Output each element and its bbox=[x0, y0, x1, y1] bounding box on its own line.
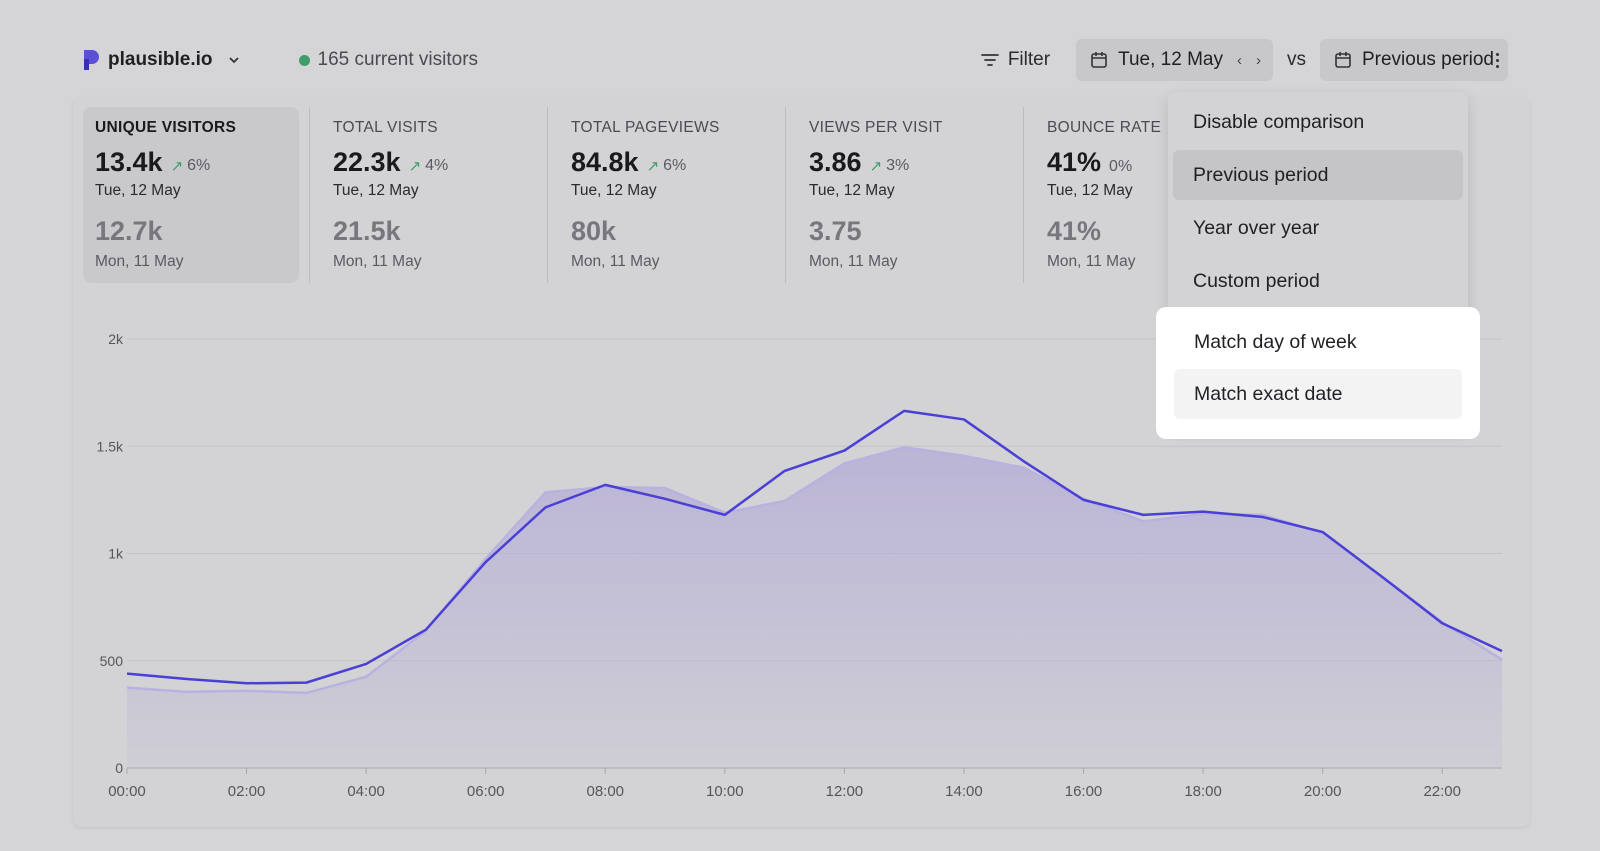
site-switcher[interactable]: plausible.io bbox=[82, 48, 241, 72]
menu-item-match-day-of-week[interactable]: Match day of week bbox=[1194, 330, 1357, 353]
live-dot-icon bbox=[298, 54, 310, 66]
stat-unique-visitors[interactable]: UNIQUE VISITORS 13.4k ↗ 6% Tue, 12 May 12.… bbox=[83, 107, 299, 283]
stat-title: TOTAL PAGEVIEWS bbox=[571, 119, 720, 136]
stat-value: 3.86 bbox=[809, 147, 862, 177]
menu-item-custom-period[interactable]: Custom period bbox=[1193, 269, 1320, 292]
stat-bounce-rate[interactable]: BOUNCE RATE 41% 0% Tue, 12 May 41% Mon, 1… bbox=[1023, 107, 1251, 283]
stats-row: UNIQUE VISITORS 13.4k ↗ 6% Tue, 12 May 12.… bbox=[83, 107, 1273, 283]
match-options-panel: Match day of week Match exact date bbox=[1156, 307, 1480, 439]
stat-change: ↗ 3% bbox=[870, 157, 910, 175]
stat-prev-value: 12.7k bbox=[95, 216, 163, 246]
stat-date: Tue, 12 May bbox=[333, 182, 419, 199]
calendar-icon bbox=[1335, 52, 1351, 68]
calendar-icon bbox=[1091, 52, 1107, 68]
stat-change-value: 6% bbox=[663, 157, 687, 174]
menu-item-previous-period[interactable]: Previous period bbox=[1173, 150, 1463, 200]
stat-change-value: 4% bbox=[425, 157, 449, 174]
menu-item-match-exact-date[interactable]: Match exact date bbox=[1174, 369, 1462, 419]
stat-value: 13.4k bbox=[95, 147, 163, 177]
arrow-up-right-icon: ↗ bbox=[869, 158, 883, 175]
stat-total-pageviews[interactable]: TOTAL PAGEVIEWS 84.8k ↗ 6% Tue, 12 May 80k… bbox=[547, 107, 775, 283]
date-picker-button[interactable]: Tue, 12 May ‹ › bbox=[1076, 39, 1273, 81]
stat-prev-date: Mon, 11 May bbox=[333, 253, 422, 270]
menu-item-disable-comparison[interactable]: Disable comparison bbox=[1193, 110, 1365, 133]
stat-prev-value: 21.5k bbox=[333, 216, 401, 246]
stat-value: 41% bbox=[1047, 147, 1102, 177]
stat-views-per-visit[interactable]: VIEWS PER VISIT 3.86 ↗ 3% Tue, 12 May 3.75… bbox=[785, 107, 1013, 283]
stat-change-value: 6% bbox=[187, 157, 211, 174]
menu-item-year-over-year[interactable]: Year over year bbox=[1193, 216, 1320, 239]
stat-change: ↗ 6% bbox=[647, 157, 687, 175]
current-visitors[interactable]: 165 current visitors bbox=[298, 49, 479, 71]
stat-prev-value: 41% bbox=[1047, 216, 1102, 246]
stat-title: VIEWS PER VISIT bbox=[809, 119, 943, 136]
stat-date: Tue, 12 May bbox=[95, 182, 181, 199]
current-visitors-label: 165 current visitors bbox=[317, 49, 479, 70]
stat-prev-date: Mon, 11 May bbox=[571, 253, 660, 270]
vs-label: vs bbox=[1286, 49, 1306, 70]
stat-title: BOUNCE RATE bbox=[1047, 119, 1162, 136]
stat-prev-date: Mon, 11 May bbox=[809, 253, 898, 270]
filter-button[interactable]: Filter bbox=[980, 49, 1050, 71]
top-bar: plausible.io 165 current visitors Filter… bbox=[82, 38, 1508, 82]
stat-value: 84.8k bbox=[571, 147, 639, 177]
stat-change-value: 3% bbox=[886, 157, 910, 174]
stat-prev-value: 80k bbox=[571, 216, 617, 246]
site-name: plausible.io bbox=[108, 49, 213, 70]
stat-change: ↗ 6% bbox=[171, 157, 211, 175]
stat-change-value: 0% bbox=[1109, 158, 1133, 175]
stat-date: Tue, 12 May bbox=[809, 182, 895, 199]
arrow-up-right-icon: ↗ bbox=[170, 158, 184, 175]
stat-date: Tue, 12 May bbox=[1047, 182, 1133, 199]
date-label: Tue, 12 May bbox=[1118, 49, 1223, 70]
filter-label: Filter bbox=[1007, 49, 1051, 70]
stat-title: UNIQUE VISITORS bbox=[95, 119, 237, 136]
stat-change: ↗ 4% bbox=[409, 157, 449, 175]
arrow-up-right-icon: ↗ bbox=[646, 158, 660, 175]
stat-total-visits[interactable]: TOTAL VISITS 22.3k ↗ 4% Tue, 12 May 21.5k … bbox=[309, 107, 537, 283]
arrow-up-right-icon: ↗ bbox=[408, 158, 422, 175]
stat-prev-date: Mon, 11 May bbox=[95, 253, 184, 270]
chevron-down-icon bbox=[228, 57, 239, 64]
stat-prev-date: Mon, 11 May bbox=[1047, 253, 1136, 270]
plausible-logo-icon bbox=[84, 50, 99, 70]
stat-date: Tue, 12 May bbox=[571, 182, 657, 199]
comparison-button[interactable]: Previous period bbox=[1319, 39, 1508, 81]
stat-prev-value: 3.75 bbox=[809, 216, 862, 246]
stat-value: 22.3k bbox=[333, 147, 401, 177]
previous-date-arrow-icon[interactable]: ‹ bbox=[1236, 51, 1242, 69]
filter-icon bbox=[980, 54, 999, 66]
stat-change: 0% bbox=[1109, 158, 1132, 176]
next-date-arrow-icon[interactable]: › bbox=[1255, 51, 1261, 69]
stat-title: TOTAL VISITS bbox=[333, 119, 438, 136]
more-options-icon[interactable] bbox=[1486, 48, 1508, 72]
comparison-label: Previous period bbox=[1361, 49, 1494, 70]
